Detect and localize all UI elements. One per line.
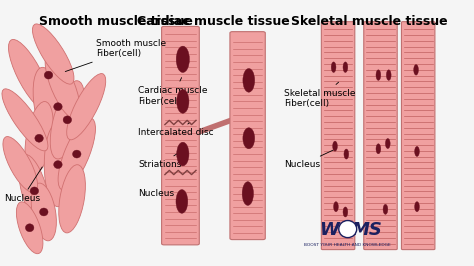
Ellipse shape bbox=[386, 70, 391, 80]
Ellipse shape bbox=[414, 65, 419, 75]
Ellipse shape bbox=[176, 190, 188, 213]
Ellipse shape bbox=[59, 165, 85, 233]
FancyBboxPatch shape bbox=[162, 26, 199, 245]
FancyBboxPatch shape bbox=[364, 22, 397, 250]
Ellipse shape bbox=[331, 62, 336, 72]
Ellipse shape bbox=[376, 144, 381, 154]
Ellipse shape bbox=[9, 39, 51, 111]
Ellipse shape bbox=[54, 103, 62, 111]
Ellipse shape bbox=[63, 116, 72, 124]
Ellipse shape bbox=[2, 89, 48, 151]
Text: Nucleus: Nucleus bbox=[4, 167, 42, 203]
Ellipse shape bbox=[33, 67, 64, 146]
Text: Nucleus: Nucleus bbox=[138, 189, 180, 201]
Ellipse shape bbox=[383, 204, 388, 214]
Ellipse shape bbox=[45, 52, 80, 119]
Ellipse shape bbox=[30, 187, 38, 195]
Ellipse shape bbox=[177, 90, 189, 113]
Ellipse shape bbox=[3, 136, 37, 193]
Ellipse shape bbox=[333, 141, 337, 151]
Text: W: W bbox=[319, 221, 339, 239]
Ellipse shape bbox=[177, 142, 189, 166]
Ellipse shape bbox=[25, 102, 53, 175]
Ellipse shape bbox=[385, 139, 390, 148]
Ellipse shape bbox=[50, 81, 84, 159]
Text: O: O bbox=[343, 223, 353, 236]
Ellipse shape bbox=[73, 150, 81, 158]
Ellipse shape bbox=[334, 202, 338, 212]
Ellipse shape bbox=[242, 182, 254, 205]
FancyBboxPatch shape bbox=[321, 22, 355, 250]
Ellipse shape bbox=[415, 202, 419, 212]
Ellipse shape bbox=[44, 71, 53, 79]
Ellipse shape bbox=[39, 208, 48, 216]
Text: MS: MS bbox=[351, 221, 382, 239]
Text: BOOST YOUR HEALTH AND KNOWLEDGE: BOOST YOUR HEALTH AND KNOWLEDGE bbox=[304, 243, 391, 247]
Ellipse shape bbox=[67, 74, 106, 140]
Text: Striations: Striations bbox=[138, 150, 183, 169]
Text: Skeletal muscle
Fiber(cell): Skeletal muscle Fiber(cell) bbox=[284, 82, 356, 109]
Text: Smooth muscle
Fiber(cell): Smooth muscle Fiber(cell) bbox=[65, 39, 166, 72]
Ellipse shape bbox=[44, 122, 72, 207]
Ellipse shape bbox=[31, 183, 56, 241]
Text: Smooth muscle tissue: Smooth muscle tissue bbox=[39, 15, 193, 28]
Ellipse shape bbox=[343, 207, 348, 217]
Ellipse shape bbox=[343, 62, 348, 72]
Text: Skeletal muscle tissue: Skeletal muscle tissue bbox=[291, 15, 447, 28]
Ellipse shape bbox=[243, 128, 255, 149]
FancyBboxPatch shape bbox=[401, 22, 435, 250]
Ellipse shape bbox=[376, 70, 381, 80]
Ellipse shape bbox=[32, 24, 74, 84]
FancyBboxPatch shape bbox=[230, 32, 265, 240]
Ellipse shape bbox=[35, 134, 43, 142]
Ellipse shape bbox=[17, 202, 43, 254]
Ellipse shape bbox=[54, 161, 62, 169]
Ellipse shape bbox=[344, 149, 349, 159]
Ellipse shape bbox=[58, 118, 95, 190]
Ellipse shape bbox=[243, 69, 255, 92]
Text: Intercalated disc: Intercalated disc bbox=[138, 122, 214, 138]
Ellipse shape bbox=[415, 146, 419, 156]
Text: Cardiac muscle tissue: Cardiac muscle tissue bbox=[137, 15, 290, 28]
Ellipse shape bbox=[18, 154, 50, 227]
Text: Nucleus: Nucleus bbox=[284, 150, 333, 169]
Ellipse shape bbox=[176, 46, 190, 72]
Ellipse shape bbox=[26, 224, 34, 232]
Ellipse shape bbox=[339, 221, 357, 238]
Text: Cardiac muscle
Fiber(cell): Cardiac muscle Fiber(cell) bbox=[138, 78, 208, 106]
